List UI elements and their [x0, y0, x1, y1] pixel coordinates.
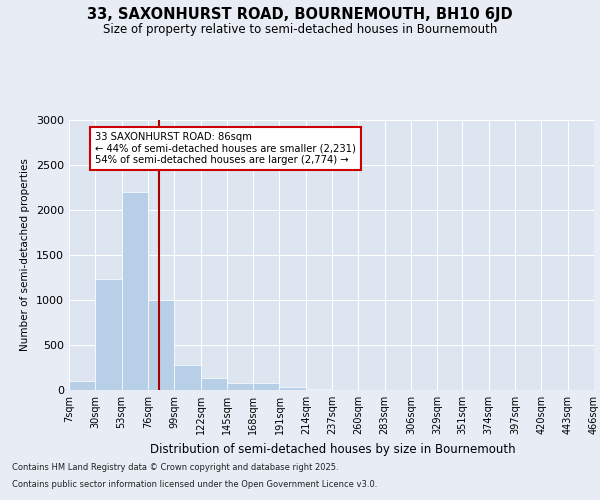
Bar — [69, 381, 95, 390]
Text: Distribution of semi-detached houses by size in Bournemouth: Distribution of semi-detached houses by … — [150, 442, 516, 456]
Text: Size of property relative to semi-detached houses in Bournemouth: Size of property relative to semi-detach… — [103, 22, 497, 36]
Text: 33 SAXONHURST ROAD: 86sqm
← 44% of semi-detached houses are smaller (2,231)
54% : 33 SAXONHURST ROAD: 86sqm ← 44% of semi-… — [95, 132, 356, 165]
Bar — [253, 383, 280, 390]
Bar — [306, 389, 332, 390]
Bar — [280, 388, 306, 390]
Text: 33, SAXONHURST ROAD, BOURNEMOUTH, BH10 6JD: 33, SAXONHURST ROAD, BOURNEMOUTH, BH10 6… — [87, 8, 513, 22]
Bar — [122, 192, 148, 390]
Bar — [174, 365, 200, 390]
Bar — [95, 280, 122, 390]
Text: Contains HM Land Registry data © Crown copyright and database right 2025.: Contains HM Land Registry data © Crown c… — [12, 464, 338, 472]
Y-axis label: Number of semi-detached properties: Number of semi-detached properties — [20, 158, 31, 352]
Text: Contains public sector information licensed under the Open Government Licence v3: Contains public sector information licen… — [12, 480, 377, 489]
Bar — [148, 300, 174, 390]
Bar — [227, 383, 253, 390]
Bar — [200, 378, 227, 390]
